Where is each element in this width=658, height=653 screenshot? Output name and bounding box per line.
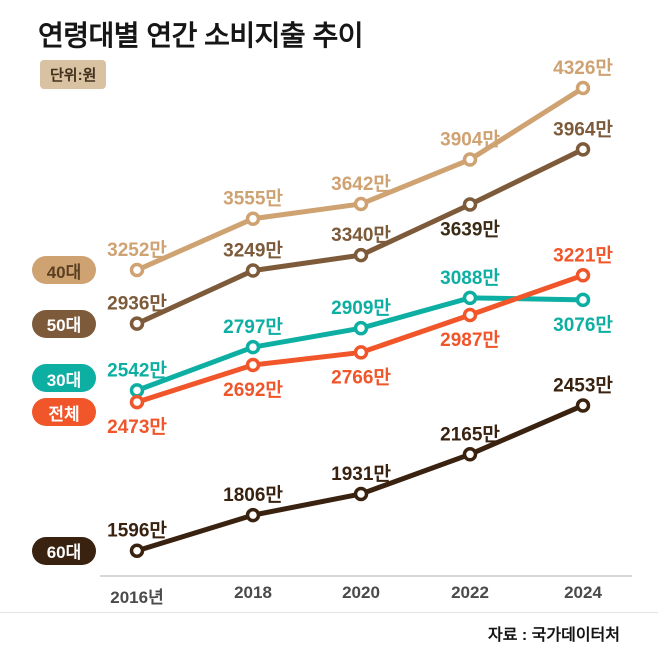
- legend-pill: 전체: [32, 398, 96, 427]
- data-point: [575, 142, 591, 157]
- source-credit: 자료 : 국가데이터처: [488, 627, 620, 644]
- data-point: [245, 507, 261, 523]
- data-point: [129, 383, 145, 398]
- value-label: 2473만: [107, 416, 167, 438]
- value-label: 2165만: [440, 423, 500, 445]
- x-axis-line: [100, 575, 632, 577]
- data-point: [462, 197, 478, 212]
- unit-badge: 단위:원: [40, 60, 107, 89]
- x-axis-label: 2016년: [110, 588, 164, 607]
- legend-pill: 60대: [32, 536, 96, 565]
- x-axis: 2016년 2018 2020 2022 2024: [0, 583, 658, 607]
- legend-pill: 30대: [32, 364, 96, 393]
- data-point: [462, 307, 478, 323]
- bottom-divider: [0, 612, 658, 613]
- value-label: 3642만: [331, 173, 391, 195]
- data-point: [245, 211, 261, 226]
- value-label: 2987만: [440, 329, 500, 351]
- data-point: [245, 357, 261, 373]
- data-point: [462, 447, 478, 462]
- value-label: 2766만: [331, 366, 391, 388]
- value-label: 1806만: [223, 484, 283, 506]
- data-point: [129, 543, 145, 558]
- value-label: 3252만: [107, 239, 167, 261]
- data-point: [575, 80, 591, 96]
- chart-title: 연령대별 연간 소비지출 추이: [38, 20, 363, 51]
- value-label: 2692만: [223, 379, 283, 401]
- data-point: [353, 486, 369, 502]
- x-axis-label: 2022: [451, 583, 489, 602]
- value-label: 3340만: [331, 224, 391, 246]
- value-label: 1931만: [331, 463, 391, 485]
- value-label: 2909만: [331, 297, 391, 319]
- x-axis-label: 2020: [342, 583, 380, 602]
- data-point: [575, 292, 591, 308]
- value-label: 3076만: [553, 314, 613, 336]
- data-point: [575, 268, 591, 283]
- data-point: [245, 339, 261, 355]
- data-point: [129, 316, 145, 331]
- value-label: 3088만: [440, 267, 500, 289]
- data-point: [575, 398, 591, 413]
- value-label: 3555만: [223, 188, 283, 210]
- data-point: [353, 320, 369, 336]
- data-point: [462, 152, 478, 167]
- value-label: 3639만: [440, 218, 500, 240]
- data-point: [129, 262, 145, 278]
- value-label: 4326만: [553, 57, 613, 79]
- value-label: 3249만: [223, 240, 283, 262]
- data-point: [462, 290, 478, 306]
- value-label: 3221만: [553, 244, 613, 266]
- value-label: 3964만: [553, 118, 613, 140]
- value-label: 2542만: [107, 359, 167, 381]
- data-point: [129, 394, 145, 410]
- x-axis-label: 2018: [234, 583, 272, 602]
- value-label: 2797만: [223, 316, 283, 338]
- data-point: [353, 345, 369, 360]
- data-point: [353, 196, 369, 212]
- value-label: 2936만: [107, 293, 167, 315]
- legend-pill: 50대: [32, 309, 96, 338]
- legend-pill: 40대: [32, 256, 96, 285]
- value-label: 3904만: [440, 129, 500, 151]
- data-point: [245, 263, 261, 278]
- value-label: 1596만: [107, 520, 167, 542]
- value-label: 2453만: [553, 374, 613, 396]
- x-axis-label: 2024: [564, 583, 602, 602]
- data-point: [353, 247, 369, 263]
